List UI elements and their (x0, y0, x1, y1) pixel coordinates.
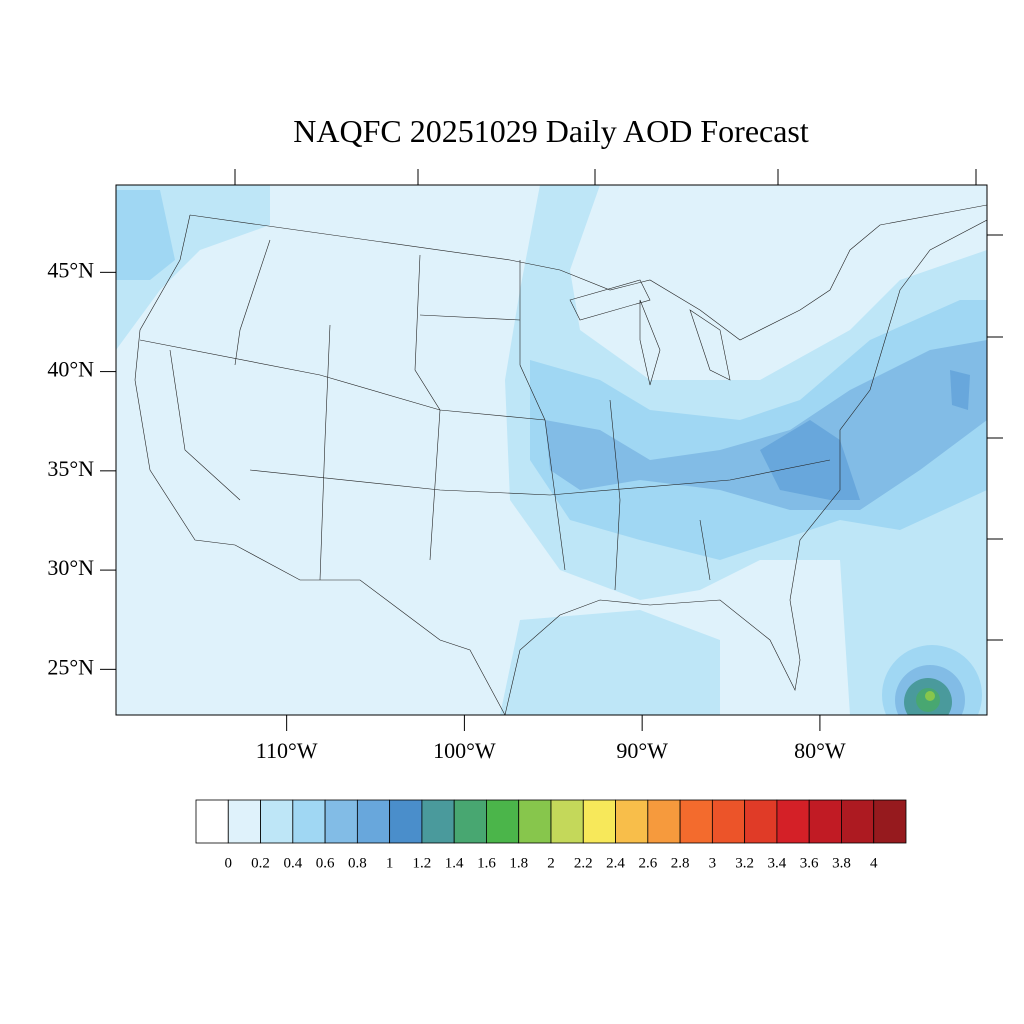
colorbar-box (679, 799, 713, 844)
y-tick-label: 45°N (47, 257, 94, 282)
colorbar-box (453, 799, 487, 844)
colorbar-label: 1 (386, 855, 394, 871)
colorbar-box (711, 799, 746, 844)
y-tick-label: 35°N (47, 456, 94, 481)
colorbar-box (421, 799, 455, 844)
aod-region (950, 370, 970, 410)
colorbar-label: 0 (225, 855, 233, 871)
colorbar-label: 0.4 (283, 855, 302, 871)
great-lakes (569, 279, 731, 386)
colorbar-box (615, 799, 649, 844)
aod-region (116, 190, 175, 280)
map-frame (115, 184, 988, 716)
aod-region (545, 340, 987, 510)
colorbar-label: 1.4 (445, 855, 464, 871)
colorbar-box (227, 799, 261, 844)
y-tick-label: 30°N (47, 555, 94, 580)
coastline-and-border (134, 204, 987, 715)
colorbar-label: 0.2 (251, 855, 270, 871)
colorbar-box (841, 799, 875, 844)
colorbar-box (260, 799, 294, 844)
y-tick-label: 25°N (47, 654, 94, 679)
colorbar-label: 0.8 (348, 855, 367, 871)
colorbar-label: 0.6 (316, 855, 335, 871)
colorbar-label: 2 (547, 855, 555, 871)
colorbar-box (647, 799, 681, 844)
colorbar-label: 1.8 (509, 855, 528, 871)
frame-ticks (234, 169, 1003, 641)
aod-region (925, 691, 935, 701)
x-tick-label: 110°W (256, 738, 318, 763)
colorbar-box (292, 799, 326, 844)
colorbar-label: 3.2 (735, 855, 754, 871)
colorbar-box (808, 799, 842, 844)
colorbar-box (550, 799, 584, 844)
colorbar-box (776, 799, 810, 844)
colorbar-box (324, 799, 358, 844)
map-title: NAQFC 20251029 Daily AOD Forecast (293, 113, 809, 149)
colorbar-box (744, 799, 778, 844)
aod-region (500, 610, 720, 715)
y-tick-label: 40°N (47, 357, 94, 382)
state-boundaries (139, 239, 831, 591)
colorbar-box (873, 799, 907, 844)
aod-region (760, 420, 860, 500)
colorbar-label: 3.8 (832, 855, 851, 871)
aod-field (116, 185, 987, 715)
colorbar-box (486, 799, 520, 844)
colorbar-label: 2.6 (638, 855, 657, 871)
colorbar-label: 3 (709, 855, 717, 871)
colorbar-box (582, 799, 616, 844)
colorbar-label: 1.2 (413, 855, 432, 871)
colorbar-box (195, 799, 229, 844)
colorbar-label: 3.6 (800, 855, 819, 871)
colorbar-label: 2.2 (574, 855, 593, 871)
x-tick-label: 80°W (794, 738, 846, 763)
colorbar-label: 1.6 (477, 855, 496, 871)
colorbar-box (389, 799, 423, 844)
colorbar-box (518, 799, 552, 844)
colorbar-box (356, 799, 391, 844)
x-tick-label: 100°W (433, 738, 496, 763)
colorbar-label: 4 (870, 855, 878, 871)
x-tick-label: 90°W (616, 738, 668, 763)
colorbar-label: 2.4 (606, 855, 625, 871)
colorbar-label: 3.4 (768, 855, 787, 871)
colorbar-label: 2.8 (671, 855, 690, 871)
